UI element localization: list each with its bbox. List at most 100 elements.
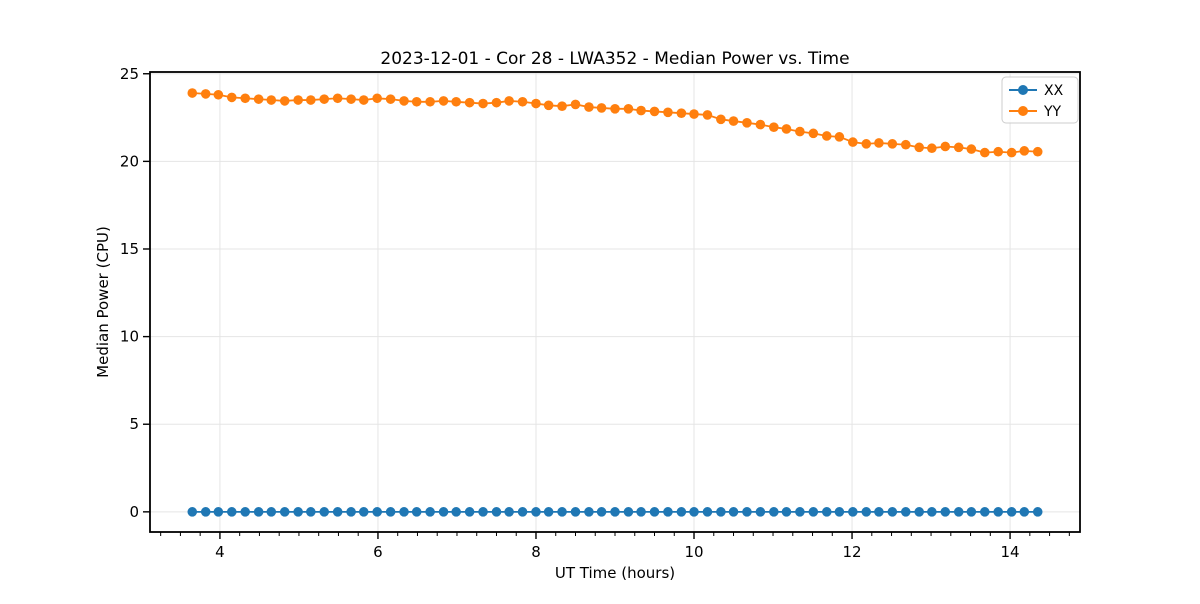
series-marker-yy	[781, 124, 792, 134]
series-marker-xx	[821, 507, 832, 517]
series-marker-xx	[187, 507, 198, 517]
legend-label-xx: XX	[1044, 83, 1064, 99]
series-marker-xx	[411, 507, 422, 517]
series-marker-yy	[478, 98, 488, 109]
series-marker-yy	[914, 142, 925, 153]
series-marker-xx	[226, 507, 237, 517]
series-marker-xx	[689, 507, 699, 517]
series-marker-yy	[596, 103, 607, 113]
series-marker-xx	[716, 507, 726, 517]
series-marker-xx	[305, 507, 316, 517]
series-marker-xx	[663, 507, 673, 517]
series-marker-xx	[676, 507, 687, 517]
series-marker-yy	[610, 104, 620, 114]
series-marker-xx	[570, 507, 581, 517]
series-marker-xx	[755, 507, 766, 517]
series-marker-yy	[464, 97, 475, 108]
series-marker-yy	[504, 96, 514, 106]
series-marker-xx	[240, 507, 251, 517]
series-marker-yy	[953, 142, 964, 153]
series-marker-yy	[425, 96, 435, 107]
series-marker-xx	[1032, 507, 1043, 517]
series-marker-yy	[584, 102, 594, 112]
series-marker-yy	[979, 147, 990, 158]
series-marker-xx	[200, 507, 211, 517]
series-marker-yy	[491, 97, 502, 108]
series-marker-yy	[636, 105, 646, 116]
series-marker-yy	[742, 118, 752, 128]
series-marker-xx	[293, 507, 303, 517]
series-marker-xx	[596, 507, 607, 517]
plot-frame	[149, 71, 1081, 533]
series-marker-yy	[293, 95, 303, 105]
axis-ticks: 0 5 10 15 20 25 4 6 8 10 12 14	[120, 65, 1070, 561]
series-marker-xx	[795, 507, 805, 517]
series-marker-yy	[900, 139, 911, 150]
series-marker-yy	[887, 139, 898, 149]
series-marker-xx	[900, 507, 911, 517]
series-marker-yy	[795, 126, 805, 137]
series-marker-xx	[504, 507, 514, 517]
series-line-yy	[192, 92, 1038, 154]
series-marker-xx	[491, 507, 502, 517]
series-marker-xx	[636, 507, 646, 517]
series-marker-yy	[728, 116, 739, 126]
legend-box	[1001, 76, 1079, 124]
legend-entry-xx: XX	[1009, 83, 1064, 99]
series-marker-yy	[372, 93, 382, 104]
series-marker-xx	[874, 507, 884, 517]
series-marker-xx	[914, 507, 925, 517]
series-marker-yy	[676, 108, 687, 118]
series-marker-yy	[769, 122, 779, 132]
series-marker-xx	[940, 507, 951, 517]
series-marker-yy	[570, 99, 581, 110]
series-marker-xx	[438, 507, 449, 517]
series-marker-yy	[834, 132, 845, 142]
series-marker-yy	[399, 96, 409, 106]
series-marker-yy	[927, 143, 937, 154]
y-tick-label: 25	[120, 65, 139, 83]
series-marker-yy	[305, 95, 316, 105]
series-marker-xx	[649, 507, 660, 517]
x-tick-label: 4	[215, 543, 225, 561]
series-marker-xx	[887, 507, 898, 517]
series-marker-yy	[438, 96, 449, 106]
series-marker-xx	[742, 507, 752, 517]
series-marker-yy	[848, 137, 858, 147]
x-tick-label: 10	[684, 543, 703, 561]
series-marker-xx	[834, 507, 845, 517]
series-marker-yy	[332, 93, 343, 104]
series-marker-yy	[319, 94, 330, 104]
series-marker-xx	[253, 507, 264, 517]
series-marker-yy	[358, 95, 369, 105]
legend-marker-xx-icon	[1018, 85, 1028, 95]
series-marker-xx	[584, 507, 594, 517]
series-marker-yy	[240, 93, 251, 104]
series-marker-xx	[1006, 507, 1017, 517]
series-marker-xx	[848, 507, 858, 517]
series-marker-yy	[663, 107, 673, 118]
series-marker-xx	[979, 507, 990, 517]
series-marker-xx	[385, 507, 396, 517]
series-marker-yy	[649, 106, 660, 117]
series-marker-xx	[993, 507, 1004, 517]
series-marker-yy	[385, 94, 396, 104]
series-marker-yy	[226, 92, 237, 103]
series-marker-xx	[213, 507, 224, 517]
series-marker-yy	[874, 138, 884, 148]
series-marker-xx	[319, 507, 330, 517]
legend: XX YY	[1001, 76, 1079, 124]
legend-marker-yy-icon	[1018, 106, 1028, 116]
legend-label-yy: YY	[1043, 104, 1062, 120]
series-marker-xx	[372, 507, 382, 517]
x-axis-label: UT Time (hours)	[555, 564, 675, 582]
series-marker-yy	[1006, 147, 1017, 158]
series-marker-yy	[200, 89, 211, 99]
y-tick-label: 10	[120, 328, 139, 346]
series-marker-xx	[610, 507, 620, 517]
series-marker-yy	[623, 104, 634, 114]
series-marker-xx	[279, 507, 290, 517]
series-marker-xx	[769, 507, 779, 517]
